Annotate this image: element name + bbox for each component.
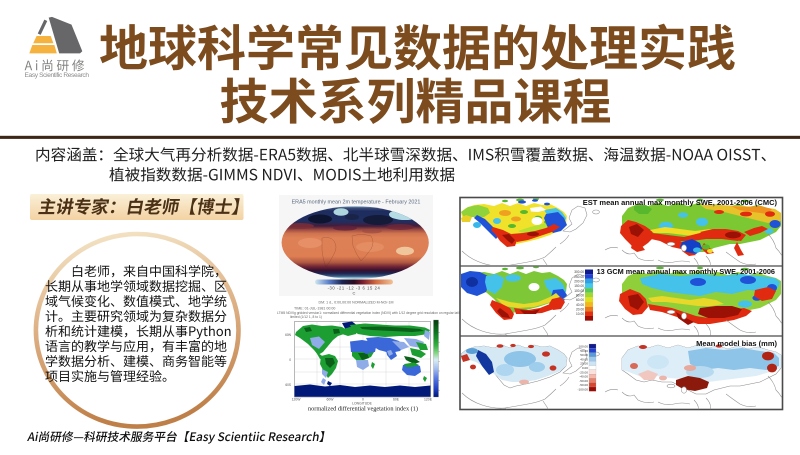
- svg-text:250.00: 250.00: [574, 275, 584, 279]
- svg-text:-30 -21 -12 -3 6 15: -30 -21 -12 -3 6 15 24: [328, 286, 381, 291]
- svg-text:-50.00: -50.00: [579, 383, 588, 387]
- svg-text:LONGITUDE: LONGITUDE: [352, 402, 373, 406]
- svg-text:Mean model bias (mm): Mean model bias (mm): [696, 339, 777, 348]
- svg-text:-100.00: -100.00: [578, 388, 589, 392]
- svg-text:TIME: 01-JUL-1981 00:00: TIME: 01-JUL-1981 00:00: [294, 307, 335, 311]
- svg-text:25.00: 25.00: [580, 362, 588, 366]
- svg-text:-40.00: -40.00: [579, 375, 588, 379]
- svg-text:80.00: 80.00: [576, 293, 584, 297]
- svg-text:C: C: [353, 291, 356, 296]
- svg-text:120W: 120W: [292, 398, 302, 402]
- svg-text:60N: 60N: [285, 333, 292, 337]
- svg-text:normalized differential vegeta: normalized differential vegetation index…: [308, 406, 418, 413]
- svg-text:300.00: 300.00: [574, 270, 584, 274]
- svg-text:150.00: 150.00: [574, 284, 584, 288]
- svg-text:LTM5 NDVIg gridded version1: n: LTM5 NDVIg gridded version1: normalized …: [277, 311, 470, 315]
- svg-text:EST mean annual max monthly SW: EST mean annual max monthly SWE, 2001-20…: [583, 198, 778, 207]
- svg-text:60E: 60E: [393, 398, 400, 402]
- svg-text:50.00: 50.00: [580, 349, 588, 353]
- svg-text:0: 0: [289, 358, 291, 362]
- svg-text:50.00: 50.00: [580, 353, 588, 357]
- svg-text:40.00: 40.00: [580, 357, 588, 361]
- svg-text:100.00: 100.00: [579, 345, 589, 349]
- svg-text:13 GCM mean annual max monthly: 13 GCM mean annual max monthly SWE, 2001…: [597, 267, 775, 276]
- svg-text:60S: 60S: [285, 383, 291, 387]
- svg-text:0.00: 0.00: [582, 366, 588, 370]
- svg-text:DM: 1 d., 0:00,00:00 NORMALIZE: DM: 1 d., 0:00,00:00 NORMALIZED M-NO/-1M: [319, 301, 394, 305]
- svg-text:-50.00: -50.00: [579, 379, 588, 383]
- svg-text:40.00: 40.00: [576, 303, 584, 307]
- svg-text:-25.00: -25.00: [579, 370, 588, 374]
- svg-text:0: 0: [362, 398, 364, 402]
- svg-text:Easy Scientific Research: Easy Scientific Research: [25, 72, 90, 79]
- svg-text:limited (1/12 1, 8 to 1): limited (1/12 1, 8 to 1): [290, 315, 322, 319]
- svg-text:ERA5 monthly mean 2m temperatu: ERA5 monthly mean 2m temperature - Febru…: [292, 200, 421, 206]
- svg-text:120E: 120E: [424, 398, 433, 402]
- svg-text:200.00: 200.00: [574, 280, 584, 284]
- svg-text:60W: 60W: [327, 398, 335, 402]
- svg-text:20.00: 20.00: [576, 307, 584, 311]
- svg-text:100.00: 100.00: [574, 289, 584, 293]
- svg-text:10.00: 10.00: [576, 312, 584, 316]
- svg-text:60.00: 60.00: [576, 298, 584, 302]
